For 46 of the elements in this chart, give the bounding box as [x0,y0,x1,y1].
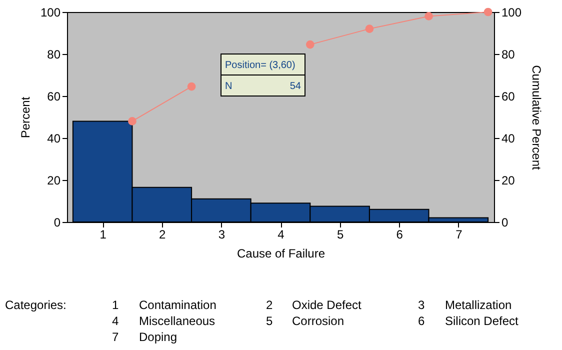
annotation: N [225,81,232,92]
point [128,117,136,126]
y2-tick-label: 0 [502,216,508,230]
x-tick-label: 3 [218,228,226,242]
point [484,8,492,16]
point [306,40,314,49]
x-tick-label: 5 [336,228,344,242]
y2-axis-title: Cumulative Percent [530,65,544,171]
y2-tick-label: 20 [502,174,516,188]
text: Miscellaneous [139,314,216,328]
annotation: Position= (3,60) [225,60,296,71]
text: 3 [418,298,425,312]
point [424,12,433,20]
y-tick-label: 60 [47,90,61,104]
y-tick-label: 40 [47,132,61,146]
text: 2 [266,298,273,312]
y-tick-label: 80 [47,48,61,62]
y2-tick-label: 40 [502,132,516,146]
text: Oxide Defect [292,298,362,312]
text: 6 [418,314,425,328]
y-tick-label: 0 [54,216,61,230]
x-tick-label: 6 [396,228,404,242]
text: 5 [266,314,273,328]
x-tick-label: 7 [456,228,463,242]
text: Metallization [445,298,512,312]
point [187,82,196,91]
point [365,24,374,33]
text: 4 [112,314,119,328]
text: Contamination [139,298,216,312]
y2-tick-label: 60 [502,90,516,104]
text: Silicon Defect [445,314,520,328]
y2-tick-label: 80 [502,48,516,62]
x-tick-label: 1 [100,228,107,242]
y-tick-label: 100 [40,6,61,20]
x-axis-title: Cause of Failure [236,246,326,260]
x-tick-label: 2 [159,228,166,242]
text: 1 [112,298,119,312]
text: 7 [112,330,119,344]
text: Categories: [5,298,66,312]
y-axis-title: Percent [18,96,32,138]
text: Corrosion [292,314,344,328]
y-tick-label: 20 [47,174,61,188]
annotation: 54 [290,81,302,92]
y2-tick-label: 100 [502,6,522,20]
x-tick-label: 4 [278,228,285,242]
text: Doping [139,330,178,344]
